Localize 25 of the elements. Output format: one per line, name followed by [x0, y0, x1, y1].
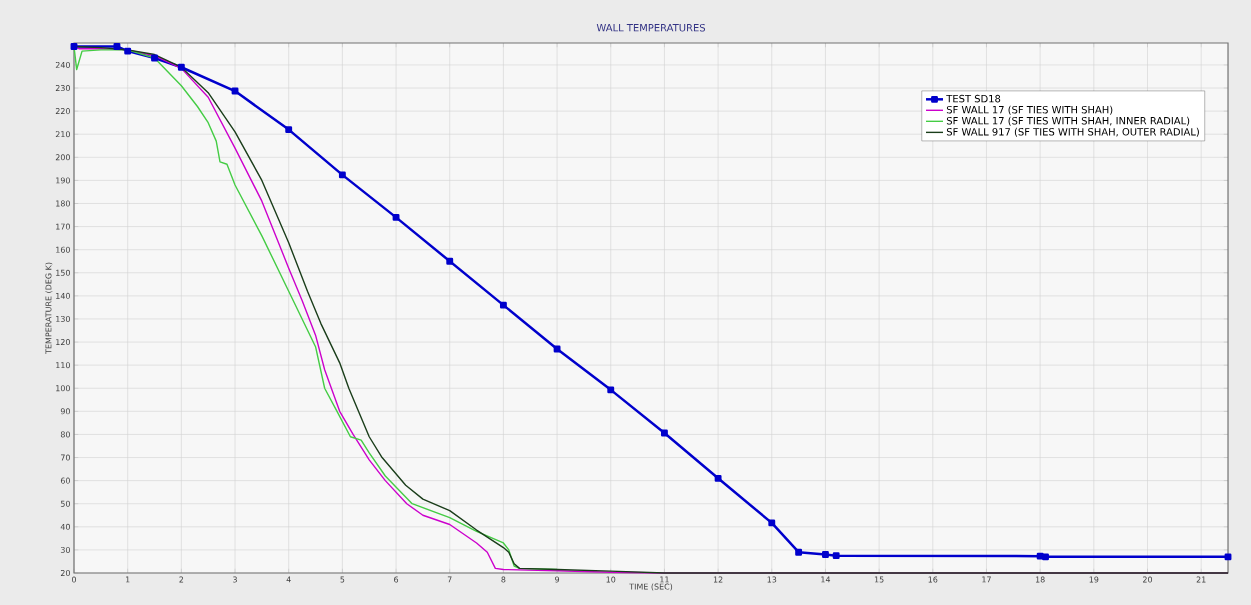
point [338, 171, 346, 179]
point [832, 552, 840, 560]
legend-label: SF WALL 17 (SF TIES WITH SHAH) [946, 105, 1113, 115]
point [151, 54, 158, 62]
point [822, 551, 829, 558]
point [124, 47, 132, 55]
point [660, 429, 668, 437]
point [1224, 553, 1232, 561]
point [1042, 553, 1049, 561]
point [392, 213, 400, 221]
point [70, 43, 78, 50]
point [177, 63, 185, 71]
point [795, 548, 803, 556]
point [446, 257, 454, 265]
point [607, 386, 615, 394]
point [553, 345, 561, 353]
legend-label: TEST SD18 [946, 94, 1001, 103]
point [714, 474, 722, 482]
point [285, 126, 293, 134]
point [768, 519, 776, 527]
point [113, 43, 121, 50]
chart-title: WALL TEMPERATURES [596, 23, 706, 32]
legend-label: SF WALL 17 (SF TIES WITH SHAH, INNER RADIAL) [946, 116, 1190, 126]
point [499, 301, 507, 309]
legend-label: SF WALL 917 (SF TIES WITH SHAH, OUTER RADIAL) [946, 127, 1199, 137]
